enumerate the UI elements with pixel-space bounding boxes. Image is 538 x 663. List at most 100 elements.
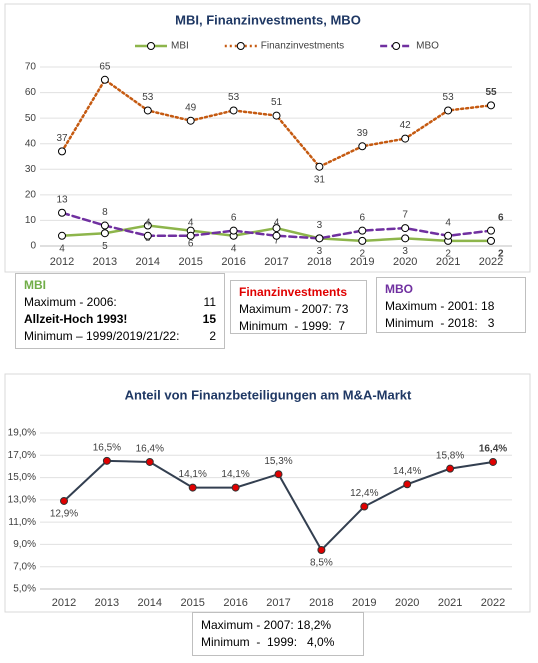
- data-label: 16,5%: [93, 442, 121, 453]
- box-title: MBI: [24, 278, 46, 292]
- data-point: [100, 221, 109, 230]
- box-text: Maximum - 2007: 18,2%: [201, 618, 332, 632]
- data-label: 2: [445, 249, 451, 260]
- y-tick-label: 60: [25, 87, 37, 98]
- box-text: 11: [203, 295, 216, 309]
- data-point: [272, 224, 281, 233]
- data-point: [143, 231, 152, 240]
- chart-frame: [4, 373, 531, 613]
- y-tick-label: 5,0%: [13, 584, 36, 595]
- data-point: [487, 101, 495, 110]
- box-text: 2: [209, 329, 216, 343]
- chart-frame: [4, 3, 531, 273]
- data-point: [358, 142, 367, 151]
- data-label: 6: [498, 212, 504, 223]
- data-label: 6: [188, 238, 194, 249]
- x-tick-label: 2019: [350, 256, 374, 268]
- x-tick-label: 2017: [264, 256, 288, 268]
- legend-marker: [147, 42, 155, 50]
- box-text: 15: [202, 312, 216, 326]
- data-point: [487, 236, 495, 245]
- data-point: [143, 221, 152, 230]
- data-label: 53: [228, 92, 240, 103]
- data-point: [315, 162, 324, 171]
- y-tick-label: 17,0%: [8, 450, 36, 461]
- box-text: Maximum - 2006:: [24, 295, 117, 309]
- box-row: Minimum - 2018: 3: [385, 315, 517, 332]
- box-text: Minimum - 1999: 7: [239, 319, 346, 333]
- data-point: [100, 229, 109, 238]
- box-row: Minimum – 1999/2019/21/22: 2: [24, 328, 216, 345]
- x-tick-label: 2014: [136, 256, 160, 268]
- info-box: MBI Maximum - 2006: 11 Allzeit-Hoch 1993! 15…: [15, 273, 225, 349]
- x-tick-label: 2021: [436, 256, 460, 268]
- box-text: Minimum - 1999: 4,0%: [201, 635, 335, 649]
- data-label: 16,4%: [136, 444, 164, 455]
- x-tick-label: 2015: [180, 597, 204, 609]
- box-row: Minimum - 1999: 7: [239, 318, 358, 335]
- data-label: 39: [357, 128, 369, 139]
- data-label: 31: [314, 174, 326, 185]
- box-text: Minimum - 2018: 3: [385, 316, 495, 330]
- data-point: [229, 106, 238, 115]
- box-row: Allzeit-Hoch 1993! 15: [24, 311, 216, 328]
- data-label: 37: [56, 133, 68, 144]
- info-box: Finanzinvestments Maximum - 2007: 73 Minim…: [230, 280, 367, 334]
- box-title: MBO: [385, 282, 413, 296]
- data-point: [186, 231, 195, 240]
- y-tick-label: 50: [25, 113, 37, 124]
- data-point: [444, 231, 453, 240]
- data-label: 14,1%: [179, 469, 207, 480]
- data-label: 8,5%: [310, 558, 333, 569]
- box-row: Maximum - 2001: 18: [385, 298, 517, 315]
- data-point: [489, 457, 497, 466]
- x-tick-label: 2015: [178, 256, 202, 268]
- x-tick-label: 2018: [307, 256, 331, 268]
- legend-marker: [236, 42, 245, 50]
- data-point: [102, 456, 111, 465]
- data-point: [143, 106, 152, 115]
- data-label: 53: [443, 92, 455, 103]
- data-label: 4: [445, 217, 451, 228]
- data-label: 53: [142, 92, 154, 103]
- y-tick-label: 11,0%: [8, 517, 36, 528]
- x-tick-label: 2012: [52, 597, 76, 609]
- y-tick-label: 70: [25, 62, 37, 73]
- data-label: 14,1%: [221, 469, 249, 480]
- data-label: 12,4%: [350, 488, 378, 499]
- data-point: [360, 502, 369, 511]
- y-tick-label: 9,0%: [13, 539, 36, 550]
- data-point: [229, 226, 238, 235]
- x-tick-label: 2018: [309, 597, 333, 609]
- data-label: 3: [317, 246, 323, 257]
- y-tick-label: 15,0%: [8, 472, 36, 483]
- x-tick-label: 2020: [395, 597, 419, 609]
- data-point: [60, 496, 68, 505]
- box-row: Maximum - 2007: 18,2%: [201, 617, 355, 634]
- data-point: [401, 234, 410, 243]
- data-label: 6: [360, 212, 366, 223]
- x-tick-label: 2020: [393, 256, 417, 268]
- legend-marker: [392, 42, 401, 50]
- x-tick-label: 2022: [479, 256, 503, 268]
- data-point: [487, 226, 495, 235]
- data-label: 7: [402, 210, 408, 221]
- data-label: 12,9%: [50, 509, 78, 520]
- data-point: [272, 111, 281, 120]
- x-tick-label: 2022: [481, 597, 505, 609]
- data-label: 14,4%: [393, 466, 421, 477]
- y-tick-label: 19,0%: [8, 428, 36, 439]
- data-point: [231, 483, 240, 492]
- data-point: [188, 483, 197, 492]
- data-label: 55: [485, 87, 497, 98]
- y-tick-label: 10: [25, 215, 37, 226]
- x-tick-label: 2013: [93, 256, 117, 268]
- x-tick-label: 2016: [223, 597, 247, 609]
- x-tick-label: 2017: [266, 597, 290, 609]
- data-label: 2: [498, 249, 504, 260]
- box-text: Minimum – 1999/2019/21/22:: [24, 329, 180, 343]
- data-label: 4: [188, 217, 194, 228]
- y-tick-label: 13,0%: [8, 494, 36, 505]
- info-box: MBO Maximum - 2001: 18 Minimum - 2018: 3: [376, 277, 526, 333]
